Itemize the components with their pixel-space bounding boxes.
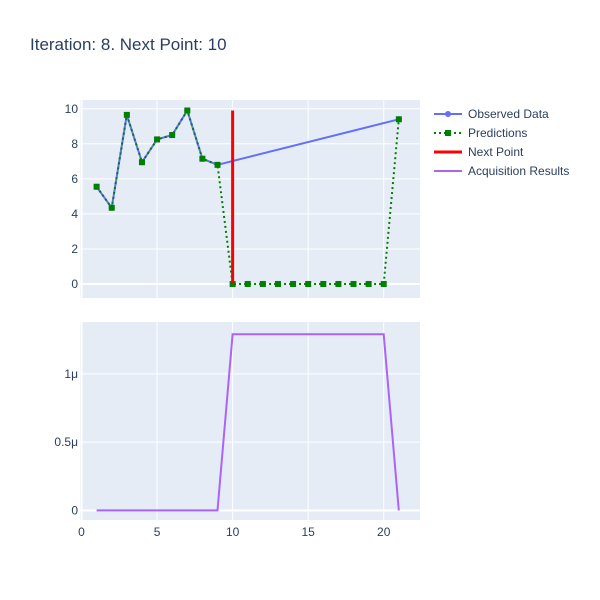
x-tick-label: 20: [377, 525, 391, 539]
prediction-point: [350, 280, 357, 287]
x-tick-label: 10: [226, 525, 240, 539]
x-tick-label: 15: [301, 525, 315, 539]
prediction-point: [108, 204, 115, 211]
legend-item[interactable]: Next Point: [434, 145, 524, 159]
x-ticks: 0 5 10 15 20: [78, 525, 391, 539]
top-y-ticks: 0 2 4 6 8 10: [65, 102, 79, 291]
prediction-point: [214, 161, 221, 168]
bottom-plot-area: [80, 322, 420, 520]
bottom-series: [96, 333, 400, 512]
prediction-point: [305, 280, 312, 287]
prediction-point: [93, 183, 100, 190]
bottom-y-tick-label: 0: [71, 503, 78, 517]
bottom-y-tick-label: 0.5μ: [54, 435, 78, 449]
legend-label: Predictions: [468, 126, 527, 140]
top-plot-area: [80, 100, 420, 298]
top-y-tick-label: 10: [65, 102, 79, 116]
legend-item[interactable]: Predictions: [434, 126, 527, 140]
prediction-point: [138, 159, 145, 166]
legend-label: Acquisition Results: [468, 164, 569, 178]
prediction-point: [290, 280, 297, 287]
top-y-tick-label: 8: [71, 137, 78, 151]
top-series: [93, 107, 402, 287]
bottom-y-tick-label: 1μ: [64, 367, 78, 381]
prediction-point: [365, 280, 372, 287]
top-y-tick-label: 6: [71, 172, 78, 186]
legend-item[interactable]: Observed Data: [434, 107, 549, 121]
acquisition-results-line: [96, 333, 400, 512]
prediction-point: [380, 280, 387, 287]
prediction-point: [184, 107, 191, 114]
chart-title: Iteration: 8. Next Point: 10: [30, 35, 227, 54]
prediction-point: [199, 155, 206, 162]
legend-swatch-marker: [445, 130, 451, 136]
x-tick-label: 0: [78, 525, 85, 539]
legend-swatch-marker: [445, 111, 451, 117]
legend-item[interactable]: Acquisition Results: [434, 164, 569, 178]
prediction-point: [395, 116, 402, 123]
prediction-point: [320, 280, 327, 287]
legend-label: Observed Data: [468, 107, 549, 121]
top-y-tick-label: 2: [71, 242, 78, 256]
prediction-point: [335, 280, 342, 287]
legend-label: Next Point: [468, 145, 524, 159]
legend[interactable]: Observed Data Predictions Next Point Acquis…: [434, 107, 569, 178]
bottom-y-ticks: 0 0.5μ 1μ: [54, 367, 78, 518]
prediction-point: [169, 132, 176, 139]
prediction-point: [123, 111, 130, 118]
x-tick-label: 5: [154, 525, 161, 539]
prediction-point: [259, 280, 266, 287]
prediction-point: [154, 136, 161, 143]
top-y-tick-label: 4: [71, 207, 78, 221]
prediction-point: [274, 280, 281, 287]
top-y-tick-label: 0: [71, 277, 78, 291]
prediction-point: [244, 280, 251, 287]
